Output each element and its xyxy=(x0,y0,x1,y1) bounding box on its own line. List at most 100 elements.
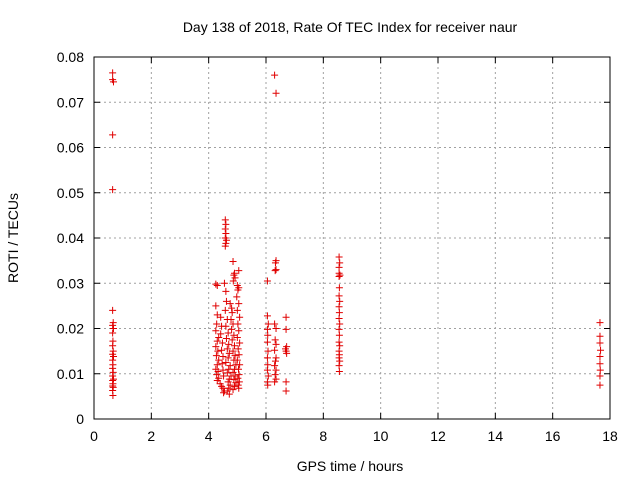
data-point xyxy=(282,378,290,386)
data-point xyxy=(271,346,279,354)
data-point xyxy=(212,280,220,288)
chart-title: Day 138 of 2018, Rate Of TEC Index for r… xyxy=(183,19,518,35)
data-point xyxy=(236,361,244,369)
x-tick-label: 10 xyxy=(373,428,389,444)
data-point xyxy=(227,315,235,323)
data-point xyxy=(263,366,271,374)
data-point xyxy=(213,320,221,328)
data-point xyxy=(234,374,242,382)
axis-ticks: 0 2 4 6 8 10 12 14 16 18 0 0.01 0.02 0.03 0.04 0.05 0.06… xyxy=(57,49,618,444)
data-point xyxy=(271,267,279,275)
data-point xyxy=(335,272,343,280)
data-point xyxy=(225,349,233,357)
data-point xyxy=(219,353,227,361)
x-tick-label: 18 xyxy=(602,428,618,444)
data-point xyxy=(225,390,233,398)
data-point xyxy=(596,319,604,327)
data-point xyxy=(263,277,271,285)
data-point xyxy=(335,367,343,375)
y-tick-label: 0.06 xyxy=(57,140,84,156)
data-point xyxy=(219,366,227,374)
data-point xyxy=(596,332,604,340)
data-point xyxy=(221,242,229,250)
data-point xyxy=(224,354,232,362)
data-point xyxy=(264,320,272,328)
data-point xyxy=(213,282,221,290)
y-tick-label: 0.03 xyxy=(57,275,84,291)
data-point xyxy=(271,259,279,267)
data-point xyxy=(282,387,290,395)
x-tick-label: 2 xyxy=(147,428,155,444)
data-point xyxy=(218,339,226,347)
data-point xyxy=(212,352,220,360)
data-point xyxy=(229,277,237,285)
data-point xyxy=(109,186,117,194)
data-point xyxy=(335,292,343,300)
data-point xyxy=(229,386,237,394)
data-point xyxy=(222,236,230,244)
data-point xyxy=(222,297,230,305)
x-tick-label: 4 xyxy=(205,428,213,444)
data-point xyxy=(226,362,234,370)
data-point xyxy=(212,302,220,310)
data-point xyxy=(214,367,222,375)
data-point xyxy=(213,371,221,379)
data-point xyxy=(264,347,272,355)
data-point xyxy=(222,229,230,237)
data-point xyxy=(335,263,343,271)
data-point xyxy=(336,342,344,350)
data-point xyxy=(109,329,117,337)
data-point xyxy=(222,322,230,330)
data-point xyxy=(233,306,241,314)
data-point xyxy=(272,354,280,362)
data-point xyxy=(109,69,117,77)
data-point xyxy=(235,371,243,379)
data-point xyxy=(597,346,605,354)
data-point xyxy=(271,71,279,79)
data-point xyxy=(234,320,242,328)
data-point xyxy=(263,312,271,320)
y-tick-label: 0.05 xyxy=(57,185,84,201)
data-point xyxy=(272,325,280,332)
y-tick-label: 0.08 xyxy=(57,49,84,65)
data-point xyxy=(214,347,222,355)
data-point xyxy=(213,377,221,385)
data-point xyxy=(335,284,343,292)
data-point xyxy=(109,375,117,383)
x-tick-label: 14 xyxy=(488,428,504,444)
data-point xyxy=(228,325,236,333)
data-point xyxy=(272,266,280,274)
data-point xyxy=(335,303,343,311)
data-point xyxy=(336,259,344,267)
data-point xyxy=(596,372,604,380)
data-point xyxy=(222,358,230,366)
data-point xyxy=(229,347,237,355)
data-point xyxy=(213,337,221,345)
data-point xyxy=(230,342,238,350)
data-point xyxy=(336,320,344,328)
data-point xyxy=(220,372,228,380)
data-point xyxy=(109,131,117,139)
data-point xyxy=(272,366,280,374)
data-point xyxy=(596,339,604,347)
y-axis-label: ROTI / TECUs xyxy=(5,193,21,283)
data-point xyxy=(264,372,272,380)
y-tick-label: 0.07 xyxy=(57,94,84,110)
data-point xyxy=(335,253,343,261)
data-point xyxy=(226,300,234,308)
x-tick-label: 0 xyxy=(90,428,98,444)
data-point xyxy=(109,364,117,372)
data-point xyxy=(233,334,241,342)
data-point xyxy=(109,391,117,399)
data-point xyxy=(236,339,244,347)
data-point xyxy=(228,309,236,317)
data-point xyxy=(336,271,344,279)
data-point xyxy=(231,352,239,360)
data-point xyxy=(596,381,604,389)
x-axis-label: GPS time / hours xyxy=(297,458,404,474)
data-point xyxy=(212,327,220,335)
data-point xyxy=(335,325,343,333)
data-point xyxy=(335,315,343,323)
data-point xyxy=(234,345,242,353)
data-point xyxy=(596,353,604,361)
